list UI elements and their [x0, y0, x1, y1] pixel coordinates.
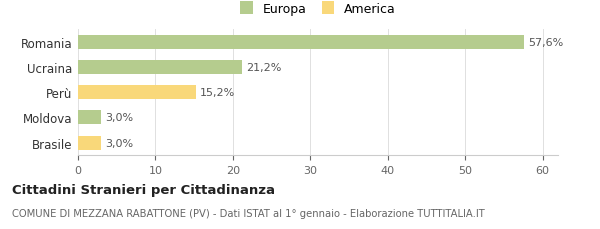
Text: 3,0%: 3,0% — [105, 113, 133, 123]
Bar — [78, 86, 196, 100]
Bar — [78, 61, 242, 74]
Legend: Europa, America: Europa, America — [236, 0, 400, 19]
Bar — [78, 111, 101, 125]
Text: 21,2%: 21,2% — [246, 63, 281, 73]
Text: 3,0%: 3,0% — [105, 138, 133, 148]
Text: Cittadini Stranieri per Cittadinanza: Cittadini Stranieri per Cittadinanza — [12, 183, 275, 196]
Text: 57,6%: 57,6% — [528, 37, 563, 47]
Bar — [78, 136, 101, 150]
Text: 15,2%: 15,2% — [200, 88, 235, 98]
Text: COMUNE DI MEZZANA RABATTONE (PV) - Dati ISTAT al 1° gennaio - Elaborazione TUTTI: COMUNE DI MEZZANA RABATTONE (PV) - Dati … — [12, 208, 485, 218]
Bar — [78, 35, 524, 49]
